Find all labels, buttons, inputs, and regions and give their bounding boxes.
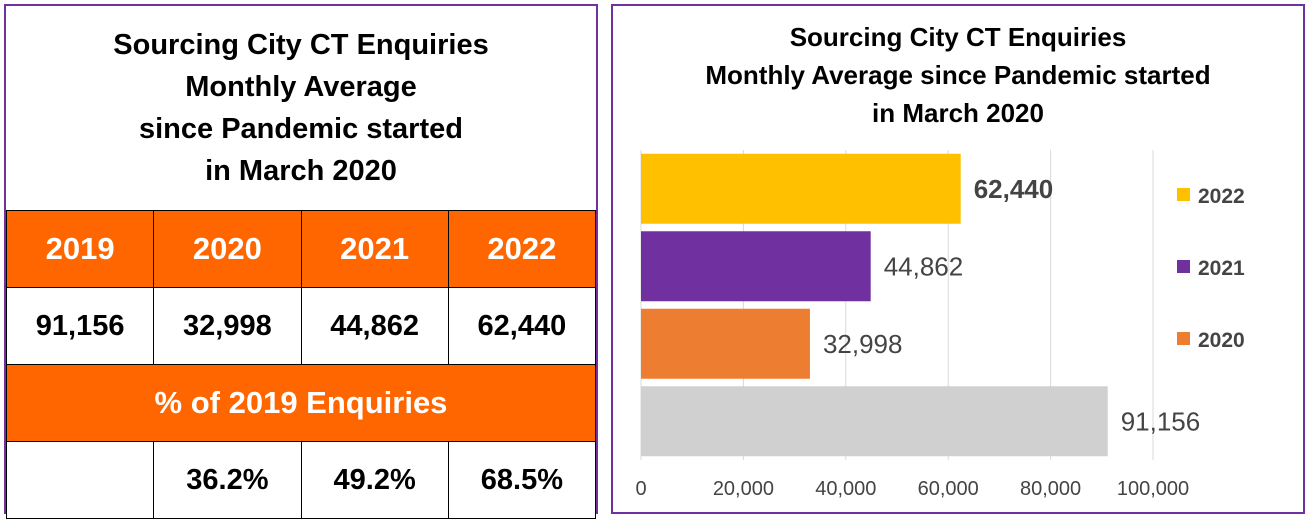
chart-title-line: Monthly Average since Pandemic started (705, 60, 1211, 90)
bar-2020 (641, 308, 810, 379)
legend: 2022 2021 2020 (1177, 185, 1245, 352)
legend-label: 2022 (1198, 185, 1245, 208)
chart-title-line: Sourcing City CT Enquiries (789, 22, 1127, 52)
year-header-cell: 2020 (153, 210, 302, 288)
legend-label: 2021 (1198, 257, 1245, 280)
year-header-cell: 2022 (447, 210, 597, 288)
percent-cell: 49.2% (300, 441, 449, 519)
percent-cell: 36.2% (153, 441, 302, 519)
bar-chart-panel: 91,156 32,998 44,862 62,440 0 20,000 40,000 60… (611, 4, 1305, 514)
legend-swatch (1177, 332, 1190, 345)
value-cell: 44,862 (300, 287, 449, 365)
x-tick-label: 60,000 (918, 478, 979, 500)
chart-title-line: in March 2020 (872, 98, 1044, 128)
year-header-row: 2019 2020 2021 2022 (5, 210, 597, 288)
bar-2019 (641, 386, 1108, 457)
table-title-line: Sourcing City CT Enquiries (113, 29, 489, 61)
legend-swatch (1177, 188, 1190, 201)
data-label-2019: 91,156 (1121, 406, 1201, 436)
percent-row: 36.2% 49.2% 68.5% (5, 441, 597, 519)
x-axis-ticks: 0 20,000 40,000 60,000 80,000 100,000 (635, 478, 1189, 500)
value-row: 91,156 32,998 44,862 62,440 (5, 287, 597, 365)
percent-section-header: % of 2019 Enquiries (6, 364, 596, 442)
x-tick-label: 40,000 (815, 478, 876, 500)
x-tick-label: 20,000 (713, 478, 774, 500)
data-label-2021: 44,862 (884, 251, 964, 281)
year-header-cell: 2021 (300, 210, 449, 288)
x-tick-label: 80,000 (1020, 478, 1081, 500)
table-title: Sourcing City CT Enquiries Monthly Avera… (6, 6, 596, 210)
bar-2021 (641, 231, 871, 302)
value-cell: 62,440 (447, 287, 597, 365)
summary-table-panel: Sourcing City CT Enquiries Monthly Avera… (4, 4, 598, 519)
bar-2022 (641, 153, 961, 224)
table-title-line: in March 2020 (205, 155, 397, 187)
data-label-2022: 62,440 (974, 174, 1054, 204)
table-title-line: since Pandemic started (139, 113, 463, 145)
x-tick-label: 100,000 (1117, 478, 1189, 500)
data-labels: 91,156 32,998 44,862 62,440 (823, 174, 1200, 437)
chart-title: Sourcing City CT Enquiries Monthly Avera… (613, 18, 1303, 132)
percent-section-label: % of 2019 Enquiries (6, 364, 596, 442)
x-tick-label: 0 (635, 478, 646, 500)
value-cell: 32,998 (153, 287, 302, 365)
data-label-2020: 32,998 (823, 329, 903, 359)
legend-swatch (1177, 260, 1190, 273)
bar-chart: 91,156 32,998 44,862 62,440 0 20,000 40,000 60… (635, 150, 1245, 500)
percent-cell: 68.5% (447, 441, 597, 519)
legend-label: 2020 (1198, 329, 1245, 352)
value-cell: 91,156 (5, 287, 155, 365)
enquiries-table: 2019 2020 2021 2022 91,156 32,998 44,862… (5, 210, 597, 519)
year-header-cell: 2019 (5, 210, 155, 288)
bars (641, 153, 1108, 457)
table-title-line: Monthly Average (185, 71, 417, 103)
percent-cell (5, 441, 155, 519)
